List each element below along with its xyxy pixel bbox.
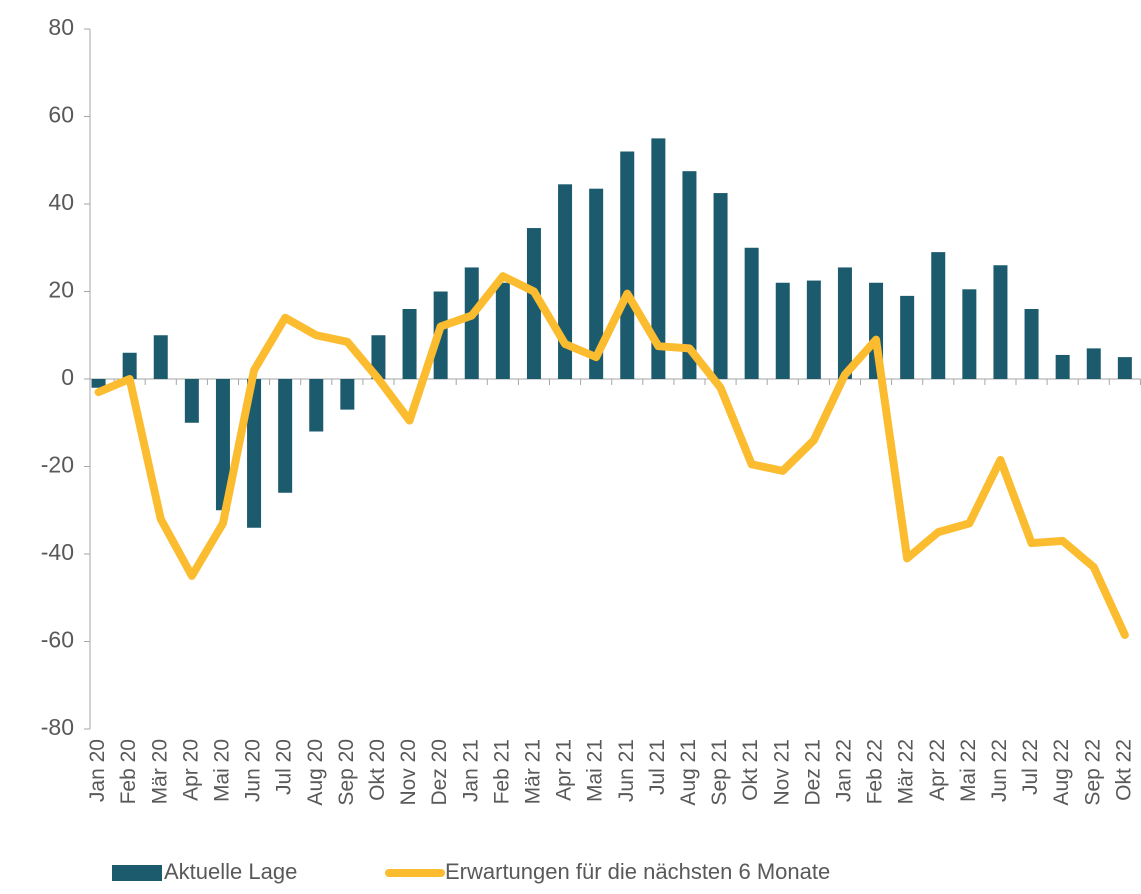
bar: [247, 379, 262, 528]
x-tick-label: Aug 20: [304, 739, 327, 806]
bar: [620, 151, 635, 379]
bar: [744, 247, 759, 379]
x-tick-label: Mär 21: [521, 739, 544, 804]
y-tick-label: 60: [48, 102, 74, 128]
bar: [651, 138, 666, 379]
bar: [1055, 354, 1070, 379]
x-tick-label: Jan 20: [86, 739, 109, 802]
x-tick-label: Sep 22: [1081, 739, 1104, 806]
x-tick-label: Mär 20: [148, 739, 171, 804]
bar: [215, 379, 230, 511]
bar: [806, 280, 821, 379]
x-tick-label: Nov 20: [397, 739, 420, 806]
bar: [122, 352, 137, 379]
x-tick-label: Jun 22: [988, 739, 1011, 802]
x-tick-label: Apr 21: [553, 739, 576, 801]
x-tick-label: Jun 21: [615, 739, 638, 802]
x-tick-label: Mai 22: [957, 739, 980, 802]
bar: [184, 379, 199, 423]
x-tick-label: Okt 22: [1112, 739, 1135, 801]
x-tick-label: Dez 21: [801, 739, 824, 806]
x-tick-label: Apr 20: [179, 739, 202, 801]
y-tick-label: 20: [48, 277, 74, 303]
x-tick-label: Dez 20: [428, 739, 451, 806]
bar: [775, 282, 790, 379]
bar: [931, 252, 946, 379]
bar: [1086, 348, 1101, 379]
bar: [589, 188, 604, 379]
bar: [309, 379, 324, 432]
bar: [340, 379, 355, 410]
legend-label: Aktuelle Lage: [164, 859, 297, 884]
x-tick-label: Feb 22: [864, 739, 887, 804]
bar: [278, 379, 293, 493]
x-tick-label: Mär 22: [895, 739, 918, 804]
x-tick-label: Aug 21: [677, 739, 700, 806]
y-tick-label: -40: [41, 539, 74, 565]
bar: [682, 171, 697, 379]
bar: [371, 335, 386, 379]
bar: [464, 267, 479, 379]
bar: [993, 265, 1008, 379]
bar: [900, 295, 915, 379]
y-tick-label: -80: [41, 714, 74, 740]
x-tick-label: Jul 22: [1019, 739, 1042, 795]
x-tick-label: Feb 20: [117, 739, 140, 804]
x-tick-label: Sep 20: [335, 739, 358, 806]
y-tick-label: 0: [61, 364, 74, 390]
x-tick-label: Mai 20: [210, 739, 233, 802]
bar: [1117, 357, 1132, 379]
x-tick-label: Jul 20: [273, 739, 296, 795]
x-tick-label: Jan 21: [459, 739, 482, 802]
y-tick-label: -60: [41, 627, 74, 653]
x-tick-label: Sep 21: [708, 739, 731, 806]
legend-swatch: [112, 865, 162, 881]
x-tick-label: Aug 22: [1050, 739, 1073, 806]
x-tick-label: Feb 21: [490, 739, 513, 804]
bar: [495, 282, 510, 379]
y-tick-label: -20: [41, 452, 74, 478]
x-tick-label: Okt 21: [739, 739, 762, 801]
x-tick-label: Nov 21: [770, 739, 793, 806]
legend-label: Erwartungen für die nächsten 6 Monate: [445, 859, 830, 884]
bar: [402, 309, 417, 379]
bar: [1024, 309, 1039, 379]
x-tick-label: Apr 22: [926, 739, 949, 801]
x-tick-label: Jul 21: [646, 739, 669, 795]
bar: [153, 335, 168, 379]
x-tick-label: Okt 20: [366, 739, 389, 801]
bar: [962, 289, 977, 379]
bar: [713, 193, 728, 379]
line: [94, 272, 1129, 639]
x-tick-label: Jan 22: [832, 739, 855, 802]
y-tick-label: 80: [48, 14, 74, 40]
x-tick-label: Jun 20: [242, 739, 265, 802]
y-tick-label: 40: [48, 189, 74, 215]
bar: [837, 267, 852, 379]
x-tick-label: Mai 21: [584, 739, 607, 802]
bar: [91, 379, 106, 388]
bar: [526, 228, 541, 379]
